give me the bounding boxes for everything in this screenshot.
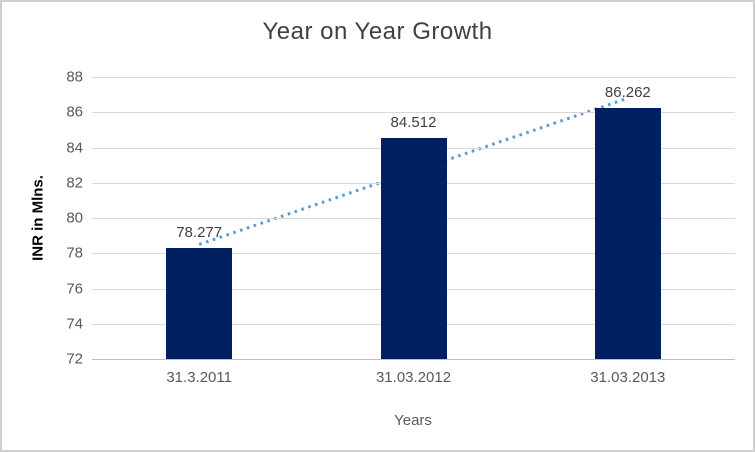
y-tick-label: 88 [66,68,83,86]
x-axis-title: Years [394,412,432,429]
gridline [92,112,735,114]
bar-31.3.2011 [166,248,233,359]
bar-31.03.2013 [594,107,661,359]
y-tick-label: 80 [66,209,83,227]
y-axis-title: INR in Mlns. [29,175,47,261]
data-label: 86.262 [604,83,651,101]
chart-title: Year on Year Growth [262,18,493,45]
bar-31.03.2012 [380,138,447,359]
x-axis-line [92,359,735,360]
data-label: 78.277 [176,224,223,242]
plot-area: 88 86 84 82 80 78 76 74 72 78.277 31.3.2011 84.512 3… [66,69,735,386]
y-tick-label: 86 [66,103,83,121]
y-tick-label: 74 [66,315,83,333]
data-label: 84.512 [390,114,437,132]
y-tick-label: 72 [66,350,83,368]
y-tick-label: 84 [66,139,83,156]
y-tick-label: 76 [66,280,83,297]
gridline [92,77,735,78]
x-tick-label: 31.03.2012 [375,369,452,386]
x-tick-label: 31.3.2011 [166,369,232,386]
y-tick-label: 82 [66,174,83,192]
y-tick-label: 78 [66,244,83,262]
x-tick-label: 31.03.2013 [590,369,666,386]
